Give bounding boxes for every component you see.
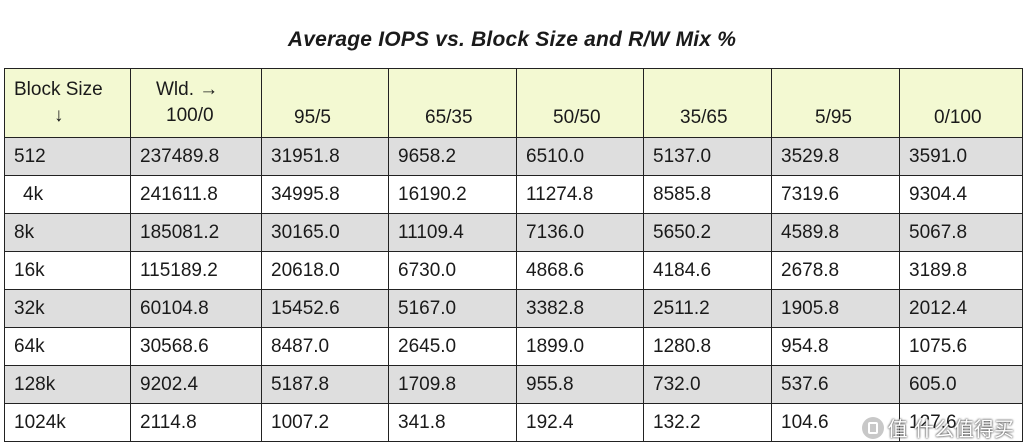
block-size-header: Block Size (14, 79, 103, 100)
col-header-label: 5/95 (815, 107, 852, 128)
value-cell: 127.6 (899, 403, 1023, 442)
value-cell: 5187.8 (261, 365, 389, 404)
header-row: Block Size ↓ Wld. → 100/0 95/5 65/35 50/… (4, 68, 1023, 138)
col-header-65-35: 65/35 (388, 68, 517, 138)
value-cell: 6730.0 (388, 251, 517, 290)
col-header-5-95: 5/95 (771, 68, 900, 138)
workload-header: Wld. → (156, 79, 219, 100)
value-cell: 537.6 (771, 365, 900, 404)
value-cell: 1075.6 (899, 327, 1023, 366)
table-row: 512 237489.8 31951.8 9658.2 6510.0 5137.0 3529… (4, 137, 1023, 176)
col-header-label: 50/50 (553, 107, 601, 128)
value-cell: 60104.8 (130, 289, 262, 328)
table-row: 64k 30568.6 8487.0 2645.0 1899.0 1280.8 954.8 1… (4, 327, 1023, 366)
value-cell: 4184.6 (643, 251, 772, 290)
value-cell: 5137.0 (643, 137, 772, 176)
value-cell: 9202.4 (130, 365, 262, 404)
value-cell: 3591.0 (899, 137, 1023, 176)
value-cell: 1280.8 (643, 327, 772, 366)
value-cell: 7136.0 (516, 213, 644, 252)
col-header-label: 0/100 (934, 107, 982, 128)
value-cell: 2678.8 (771, 251, 900, 290)
value-cell: 30568.6 (130, 327, 262, 366)
value-cell: 1709.8 (388, 365, 517, 404)
value-cell: 1899.0 (516, 327, 644, 366)
value-cell: 3529.8 (771, 137, 900, 176)
value-cell: 31951.8 (261, 137, 389, 176)
value-cell: 237489.8 (130, 137, 262, 176)
col-header-label: 100/0 (166, 105, 214, 126)
table-row: 32k 60104.8 15452.6 5167.0 3382.8 2511.2 1905.… (4, 289, 1023, 328)
value-cell: 11274.8 (516, 175, 644, 214)
value-cell: 192.4 (516, 403, 644, 442)
value-cell: 34995.8 (261, 175, 389, 214)
row-label-cell: 1024k (4, 403, 131, 442)
value-cell: 1905.8 (771, 289, 900, 328)
value-cell: 15452.6 (261, 289, 389, 328)
value-cell: 3189.8 (899, 251, 1023, 290)
value-cell: 732.0 (643, 365, 772, 404)
table-row: 4k 241611.8 34995.8 16190.2 11274.8 8585.8 731… (4, 175, 1023, 214)
value-cell: 9304.4 (899, 175, 1023, 214)
row-label-cell: 128k (4, 365, 131, 404)
value-cell: 2511.2 (643, 289, 772, 328)
row-label-cell: 64k (4, 327, 131, 366)
value-cell: 2114.8 (130, 403, 262, 442)
value-cell: 5067.8 (899, 213, 1023, 252)
smzdm-logo-icon (861, 416, 884, 439)
col-header-label: 65/35 (425, 107, 473, 128)
table-row: 16k 115189.2 20618.0 6730.0 4868.6 4184.6 2678… (4, 251, 1023, 290)
value-cell: 185081.2 (130, 213, 262, 252)
value-cell: 20618.0 (261, 251, 389, 290)
col-header-100-0: Wld. → 100/0 (130, 68, 262, 138)
col-header-label: 95/5 (294, 107, 331, 128)
value-cell: 9658.2 (388, 137, 517, 176)
value-cell: 341.8 (388, 403, 517, 442)
value-cell: 115189.2 (130, 251, 262, 290)
value-cell: 132.2 (643, 403, 772, 442)
col-header-label: 35/65 (680, 107, 728, 128)
table-row: 128k 9202.4 5187.8 1709.8 955.8 732.0 537.6 605… (4, 365, 1023, 404)
value-cell: 1007.2 (261, 403, 389, 442)
table-row: 8k 185081.2 30165.0 11109.4 7136.0 5650.2 4589… (4, 213, 1023, 252)
value-cell: 6510.0 (516, 137, 644, 176)
value-cell: 8487.0 (261, 327, 389, 366)
value-cell: 16190.2 (388, 175, 517, 214)
value-cell: 5650.2 (643, 213, 772, 252)
value-cell: 3382.8 (516, 289, 644, 328)
col-header-0-100: 0/100 (899, 68, 1023, 138)
value-cell: 4589.8 (771, 213, 900, 252)
watermark-text: 值 什么值得买 (887, 417, 1014, 441)
value-cell: 5167.0 (388, 289, 517, 328)
row-label-cell: 512 (4, 137, 131, 176)
table-row: 1024k 2114.8 1007.2 341.8 192.4 132.2 104.6 127… (4, 403, 1023, 442)
table-title: Average IOPS vs. Block Size and R/W Mix … (287, 28, 737, 51)
col-header-50-50: 50/50 (516, 68, 644, 138)
value-cell: 4868.6 (516, 251, 644, 290)
value-cell: 8585.8 (643, 175, 772, 214)
row-label-cell: 8k (4, 213, 131, 252)
value-cell: 955.8 (516, 365, 644, 404)
down-arrow-header: ↓ (54, 105, 64, 126)
value-cell: 2645.0 (388, 327, 517, 366)
col-header-95-5: 95/5 (261, 68, 389, 138)
row-label-cell: 4k (4, 175, 131, 214)
corner-header-cell: Block Size ↓ (4, 68, 131, 138)
value-cell: 954.8 (771, 327, 900, 366)
value-cell: 605.0 (899, 365, 1023, 404)
iops-table: Block Size ↓ Wld. → 100/0 95/5 65/35 50/… (4, 68, 1023, 442)
row-label-cell: 32k (4, 289, 131, 328)
row-label-cell: 16k (4, 251, 131, 290)
value-cell: 7319.6 (771, 175, 900, 214)
value-cell: 11109.4 (388, 213, 517, 252)
col-header-35-65: 35/65 (643, 68, 772, 138)
value-cell: 2012.4 (899, 289, 1023, 328)
watermark: 值 什么值得买 (861, 413, 1014, 442)
value-cell: 241611.8 (130, 175, 262, 214)
value-cell: 30165.0 (261, 213, 389, 252)
